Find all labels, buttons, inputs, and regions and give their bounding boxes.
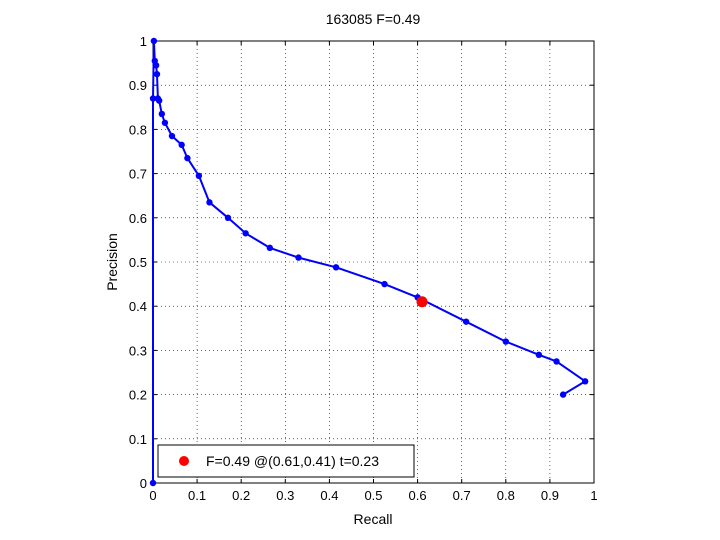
axis-ticks: 0 0.1 0.2 0.3 0.4 0.5 0.6 0.7 0.8 0.9 1 0 0.1 0.2 0.3 0…	[129, 34, 598, 503]
data-point	[559, 391, 567, 398]
data-point	[224, 214, 232, 221]
x-tick-label: 0.8	[497, 488, 515, 503]
data-point	[184, 154, 191, 162]
y-tick-label: 0.2	[129, 388, 147, 403]
x-tick-label: 1	[590, 488, 597, 503]
data-point	[153, 70, 161, 78]
data-point	[168, 132, 176, 140]
highlight-layer	[416, 296, 428, 308]
chart-title: 163085 F=0.49	[326, 11, 421, 27]
y-tick-label: 0.3	[129, 343, 147, 358]
y-tick-label: 0	[140, 476, 147, 491]
data-point	[150, 37, 158, 45]
series-layer	[149, 37, 589, 487]
data-point	[158, 110, 166, 118]
y-tick-label: 0.8	[129, 122, 147, 137]
data-point	[295, 254, 302, 261]
legend-marker	[179, 456, 189, 466]
y-tick-label: 0.5	[129, 255, 147, 270]
data-point	[149, 479, 157, 487]
x-tick-label: 0.2	[232, 488, 250, 503]
data-point	[553, 358, 560, 365]
data-point	[161, 119, 169, 126]
legend-label: F=0.49 @(0.61,0.41) t=0.23	[206, 453, 379, 469]
x-tick-label: 0.6	[409, 488, 427, 503]
x-tick-label: 0.7	[453, 488, 471, 503]
grid-lines	[153, 41, 594, 483]
x-tick-label: 0	[149, 488, 156, 503]
x-tick-label: 0.3	[276, 488, 294, 503]
x-tick-label: 0.4	[320, 488, 338, 503]
x-tick-label: 0.9	[541, 488, 559, 503]
y-tick-label: 0.4	[129, 299, 147, 314]
y-tick-label: 1	[140, 34, 147, 49]
data-point	[381, 280, 388, 288]
data-point	[206, 199, 213, 206]
data-point	[155, 97, 163, 104]
data-point	[462, 318, 470, 325]
data-point	[581, 378, 589, 385]
best-f-point	[416, 296, 428, 308]
x-axis-label: Recall	[354, 511, 393, 527]
legend-box	[157, 444, 415, 478]
data-point	[332, 264, 340, 271]
y-tick-label: 0.1	[129, 432, 147, 447]
x-tick-label: 0.5	[364, 488, 382, 503]
y-tick-label: 0.6	[129, 211, 147, 226]
data-point	[502, 338, 509, 345]
y-tick-label: 0.9	[129, 78, 147, 93]
y-tick-label: 0.7	[129, 167, 147, 182]
legend: F=0.49 @(0.61,0.41) t=0.23	[157, 444, 415, 478]
x-tick-label: 0.1	[188, 488, 206, 503]
data-point	[149, 95, 157, 102]
data-point	[195, 172, 203, 180]
data-point	[242, 230, 249, 237]
series-line	[152, 40, 587, 483]
data-point	[535, 351, 543, 359]
y-axis-label: Precision	[104, 233, 120, 291]
data-point	[178, 141, 185, 149]
data-point	[266, 244, 274, 252]
data-point	[152, 62, 160, 69]
